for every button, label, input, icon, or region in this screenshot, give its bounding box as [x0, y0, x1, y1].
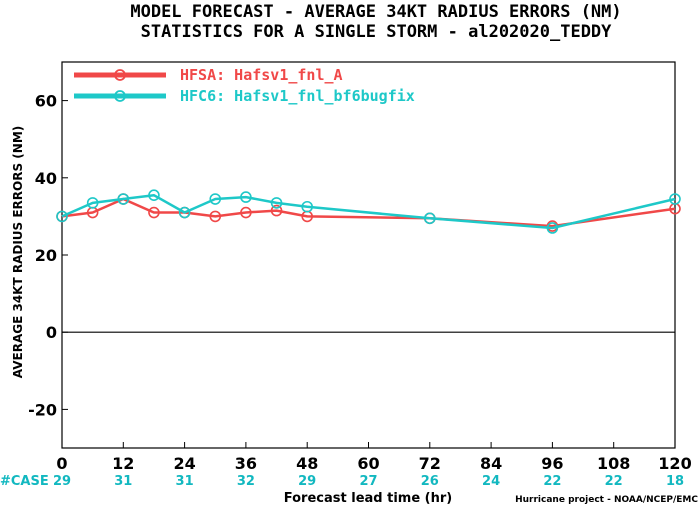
case-count: 22	[605, 474, 623, 489]
plot-border	[61, 61, 676, 449]
x-tick-label: 96	[541, 454, 563, 473]
case-label: #CASE	[0, 474, 49, 489]
credit-text: Hurricane project - NOAA/NCEP/EMC	[515, 495, 698, 505]
legend-label-hfc6: HFC6: Hafsv1_fnl_bf6bugfix	[180, 87, 415, 105]
case-count: 32	[237, 474, 255, 489]
data-point	[86, 197, 99, 209]
data-point	[209, 210, 222, 223]
case-count: 31	[176, 474, 194, 489]
case-count: 18	[666, 474, 684, 489]
data-point	[209, 193, 222, 205]
x-tick-label: 36	[235, 454, 257, 473]
data-point	[423, 212, 436, 225]
legend-marker-hfc6	[114, 90, 126, 102]
data-point	[270, 197, 283, 209]
y-tick-label: 60	[35, 92, 57, 111]
data-point	[546, 222, 559, 234]
plot-area	[61, 61, 676, 449]
x-tick-label: 12	[112, 454, 134, 473]
data-point	[148, 206, 160, 219]
x-tick-label: 84	[480, 454, 502, 473]
series-layer	[56, 189, 681, 234]
case-count: 29	[53, 474, 71, 489]
y-tick-label: 0	[46, 323, 57, 342]
x-tick-label: 120	[658, 454, 691, 473]
legend: HFSA: Hafsv1_fnl_A HFC6: Hafsv1_fnl_bf6b…	[74, 66, 415, 105]
x-tick-label: 24	[173, 454, 195, 473]
case-counts: 29 31 31 32 29 27 26 24 22 22 18	[53, 474, 684, 489]
y-tick-label: -20	[28, 400, 57, 419]
case-count: 22	[543, 474, 561, 489]
chart-subtitle: STATISTICS FOR A SINGLE STORM - al202020…	[141, 22, 613, 42]
case-count: 31	[114, 474, 132, 489]
data-point	[301, 200, 314, 213]
case-count: 24	[482, 474, 500, 489]
legend-label-hfsa: HFSA: Hafsv1_fnl_A	[180, 66, 343, 84]
data-point	[56, 210, 68, 223]
x-axis-label: Forecast lead time (hr)	[284, 491, 452, 506]
x-tick-label: 108	[597, 454, 630, 473]
data-point	[270, 204, 283, 217]
data-point	[669, 193, 681, 205]
y-tick-label: 20	[35, 246, 57, 265]
y-axis-ticks: -20 0 20 40 60	[28, 92, 68, 419]
x-tick-label: 60	[357, 454, 379, 473]
data-point	[240, 206, 252, 219]
y-axis-label: AVERAGE 34KT RADIUS ERRORS (NM)	[11, 126, 25, 378]
case-count: 26	[421, 474, 439, 489]
data-point	[148, 189, 160, 201]
legend-marker-hfsa	[114, 69, 126, 81]
case-count: 29	[298, 474, 316, 489]
x-tick-label: 0	[56, 454, 67, 473]
x-tick-label: 48	[296, 454, 318, 473]
case-count: 27	[359, 474, 377, 489]
y-tick-label: 40	[35, 169, 57, 188]
data-point	[178, 206, 191, 219]
data-point	[240, 191, 252, 203]
series-1	[56, 189, 681, 234]
x-tick-label: 72	[419, 454, 441, 473]
data-point	[117, 193, 130, 205]
x-axis-ticks: 0 12 24 36 48 60 72 84 96 108 120	[56, 442, 692, 473]
chart-title: MODEL FORECAST - AVERAGE 34KT RADIUS ERR…	[130, 2, 621, 22]
